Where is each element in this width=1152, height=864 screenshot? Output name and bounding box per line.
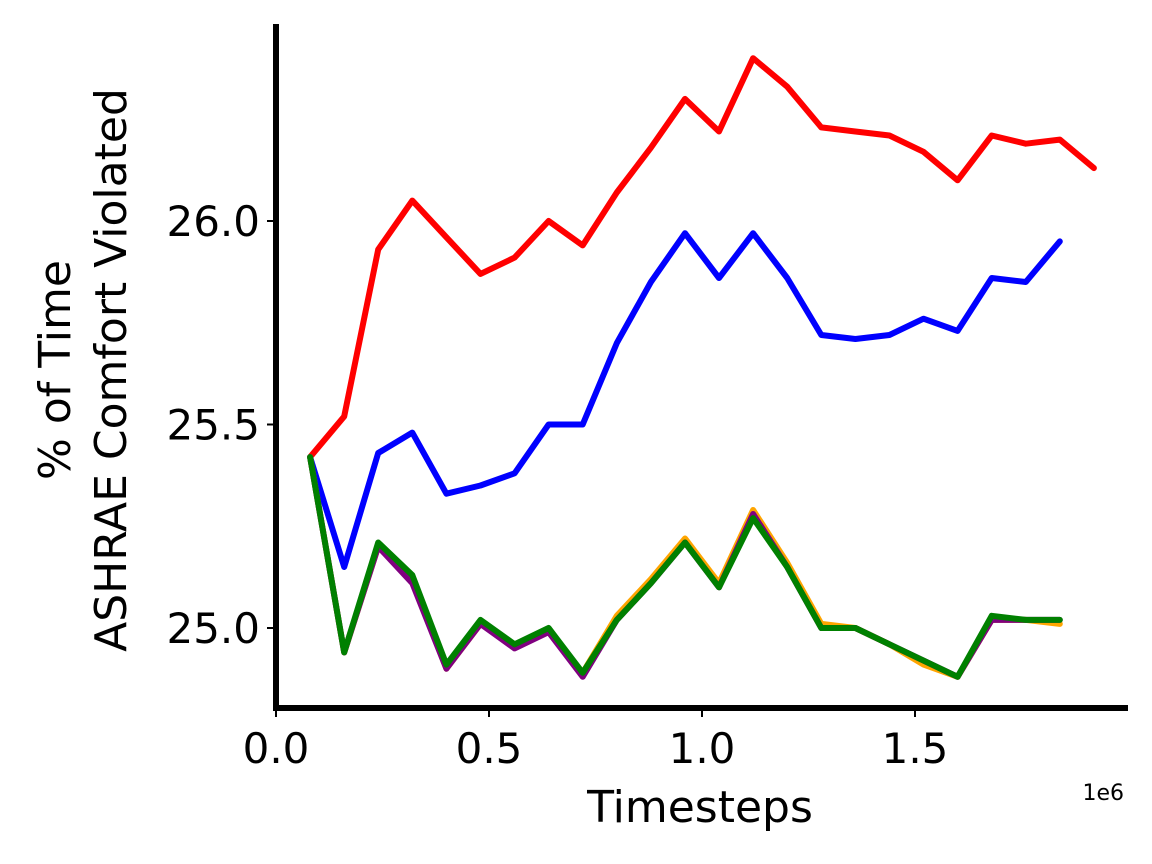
series-line-4 — [307, 454, 1063, 680]
series-line-2 — [307, 230, 1063, 570]
y-axis-title: % of Time ASHRAE Comfort Violated — [30, 88, 137, 652]
series-line-3 — [307, 454, 1063, 680]
series-line-5 — [307, 454, 1063, 680]
x-tick-label: 0.0 — [243, 724, 310, 773]
x-axis-title: Timesteps — [586, 782, 813, 833]
ticks-layer: 0.0 0.5 1.0 1.5 25.0 25.5 26.0 — [166, 197, 948, 773]
series-line-1 — [307, 55, 1097, 461]
y-axis-title-line-1: % of Time — [30, 260, 81, 480]
y-tick-label: 25.0 — [166, 604, 260, 653]
y-axis-title-line-2: ASHRAE Comfort Violated — [86, 88, 137, 652]
x-tick-label: 0.5 — [456, 724, 523, 773]
series-layer — [307, 55, 1097, 680]
x-tick-label: 1.5 — [882, 724, 949, 773]
y-tick-label: 25.5 — [166, 401, 260, 450]
y-tick-label: 26.0 — [166, 197, 260, 246]
axes-layer — [273, 24, 1128, 711]
x-axis-offset-label: 1e6 — [1082, 781, 1124, 806]
x-tick-label: 1.0 — [669, 724, 736, 773]
